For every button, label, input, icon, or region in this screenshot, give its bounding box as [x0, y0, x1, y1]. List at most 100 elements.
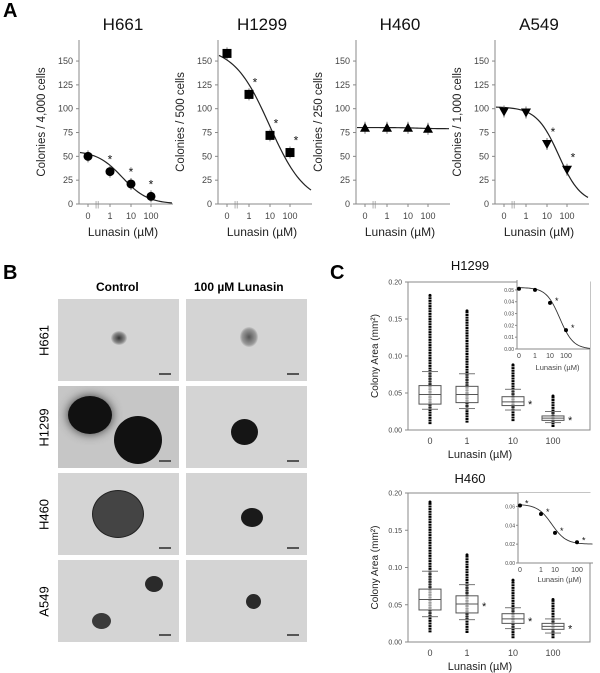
x-tick-label: 1: [384, 211, 389, 221]
data-point: [403, 122, 413, 132]
micrograph-h1299-lunasin: [186, 386, 307, 468]
inset-y-tick-label: 0.06: [505, 504, 515, 510]
axis-break: ||: [372, 200, 376, 209]
data-point: [360, 122, 370, 132]
chart-a549: A549 || 0 25 50 75 100 125 150 0 1 10 100 Lunasin (µM…: [452, 15, 589, 239]
y-tick-label: 75: [202, 128, 212, 138]
box: [501, 396, 525, 407]
micrograph-h460-control: [58, 473, 179, 555]
x-tick-label: 0: [427, 436, 432, 446]
y-tick-label: 0.15: [388, 317, 402, 324]
inset-background: [517, 280, 590, 349]
y-tick-label: 25: [202, 175, 212, 185]
max-point: [428, 293, 432, 297]
significance-star: *: [571, 323, 575, 333]
data-point: [244, 89, 254, 99]
significance-star: *: [253, 75, 258, 89]
micrograph-h661-lunasin: [186, 299, 307, 381]
micrograph-h661-control: [58, 299, 179, 381]
x-tick-label: 0: [85, 211, 90, 221]
y-tick-label: 50: [202, 151, 212, 161]
y-tick-label: 25: [479, 175, 489, 185]
scale-bar: [159, 373, 171, 375]
scale-bar: [287, 547, 299, 549]
y-tick-label: 25: [340, 175, 350, 185]
inset-background: [518, 493, 593, 563]
inset-data-point: [575, 540, 579, 545]
y-axis-label: Colonies / 250 cells: [313, 72, 325, 172]
significance-star: *: [294, 134, 299, 148]
x-axis-label: Lunasin (µM): [448, 449, 512, 461]
y-axis-label: Colonies / 500 cells: [175, 72, 187, 172]
inset-y-tick-label: 0.01: [504, 335, 514, 341]
y-tick-label: 0: [68, 199, 73, 209]
data-point: [105, 167, 115, 177]
max-point: [551, 394, 555, 398]
x-tick-label: 0: [427, 648, 432, 658]
x-tick-label: 100: [143, 211, 158, 221]
scale-bar: [159, 547, 171, 549]
inset-x-tick-label: 100: [560, 353, 572, 360]
scale-bar: [287, 373, 299, 375]
significance-star: *: [568, 415, 573, 427]
inset-data-point: [539, 511, 543, 516]
x-tick-label: 10: [508, 436, 518, 446]
inset-x-tick-label: 10: [551, 567, 559, 574]
fit-curve: [495, 106, 589, 198]
micrograph-a549-lunasin: [186, 560, 307, 642]
inset-x-tick-label: 1: [533, 353, 537, 360]
x-axis-label: Lunasin (µM): [227, 225, 297, 239]
x-axis-label: Lunasin (µM): [448, 661, 512, 673]
y-tick-label: 0.20: [388, 491, 402, 498]
panel-label-c: C: [330, 262, 345, 284]
data-point: [542, 139, 552, 149]
panel-label-b: B: [3, 262, 18, 284]
significance-star: *: [149, 177, 154, 191]
max-point: [428, 500, 432, 504]
scale-bar: [159, 634, 171, 636]
x-tick-label: 10: [126, 211, 136, 221]
x-tick-label: 1: [464, 436, 469, 446]
chart-h661: H661 || 0 25 50 75 100 125 150 0 1 10 100 Lunasin (µM…: [36, 15, 173, 239]
y-tick-label: 150: [197, 56, 212, 66]
y-tick-label: 0.15: [388, 528, 402, 535]
y-tick-label: 75: [340, 128, 350, 138]
y-tick-label: 0.05: [388, 391, 402, 398]
y-tick-label: 50: [63, 151, 73, 161]
y-tick-label: 0.10: [388, 565, 402, 572]
inset-y-tick-label: 0.00: [504, 347, 514, 353]
max-point: [551, 598, 555, 602]
column-header-lunasin: 100 µM Lunasin: [194, 280, 284, 294]
inset-x-tick-label: 0: [517, 353, 521, 360]
x-tick-label: 0: [224, 211, 229, 221]
inset-x-tick-label: 0: [518, 567, 522, 574]
axis-break: ||: [95, 200, 99, 209]
y-tick-label: 125: [474, 80, 489, 90]
significance-star: *: [571, 151, 576, 165]
chart-title: H460: [380, 15, 421, 34]
column-header-control: Control: [96, 280, 139, 294]
y-tick-label: 25: [63, 175, 73, 185]
y-tick-label: 0.05: [388, 602, 402, 609]
significance-star: *: [582, 535, 586, 545]
inset-x-tick-label: 1: [539, 567, 543, 574]
x-tick-label: 0: [501, 211, 506, 221]
x-tick-label: 1: [107, 211, 112, 221]
data-point: [423, 123, 433, 133]
scale-bar: [287, 460, 299, 462]
scale-bar: [159, 460, 171, 462]
significance-star: *: [560, 526, 564, 536]
y-tick-label: 150: [58, 56, 73, 66]
significance-star: *: [555, 296, 559, 306]
axis-break: ||: [511, 200, 515, 209]
inset-data-point: [548, 300, 552, 305]
x-axis-label: Lunasin (µM): [365, 225, 435, 239]
data-point: [499, 107, 509, 117]
y-tick-label: 125: [335, 80, 350, 90]
inset-data-point: [564, 328, 568, 333]
chart-title: H661: [103, 15, 144, 34]
y-tick-label: 100: [474, 104, 489, 114]
inset-chart: 0.00 0.01 0.02 0.03 0.04 0.05 0 1 10 100 Lunasin (…: [504, 280, 591, 372]
data-point: [265, 130, 275, 140]
x-tick-label: 100: [559, 211, 574, 221]
